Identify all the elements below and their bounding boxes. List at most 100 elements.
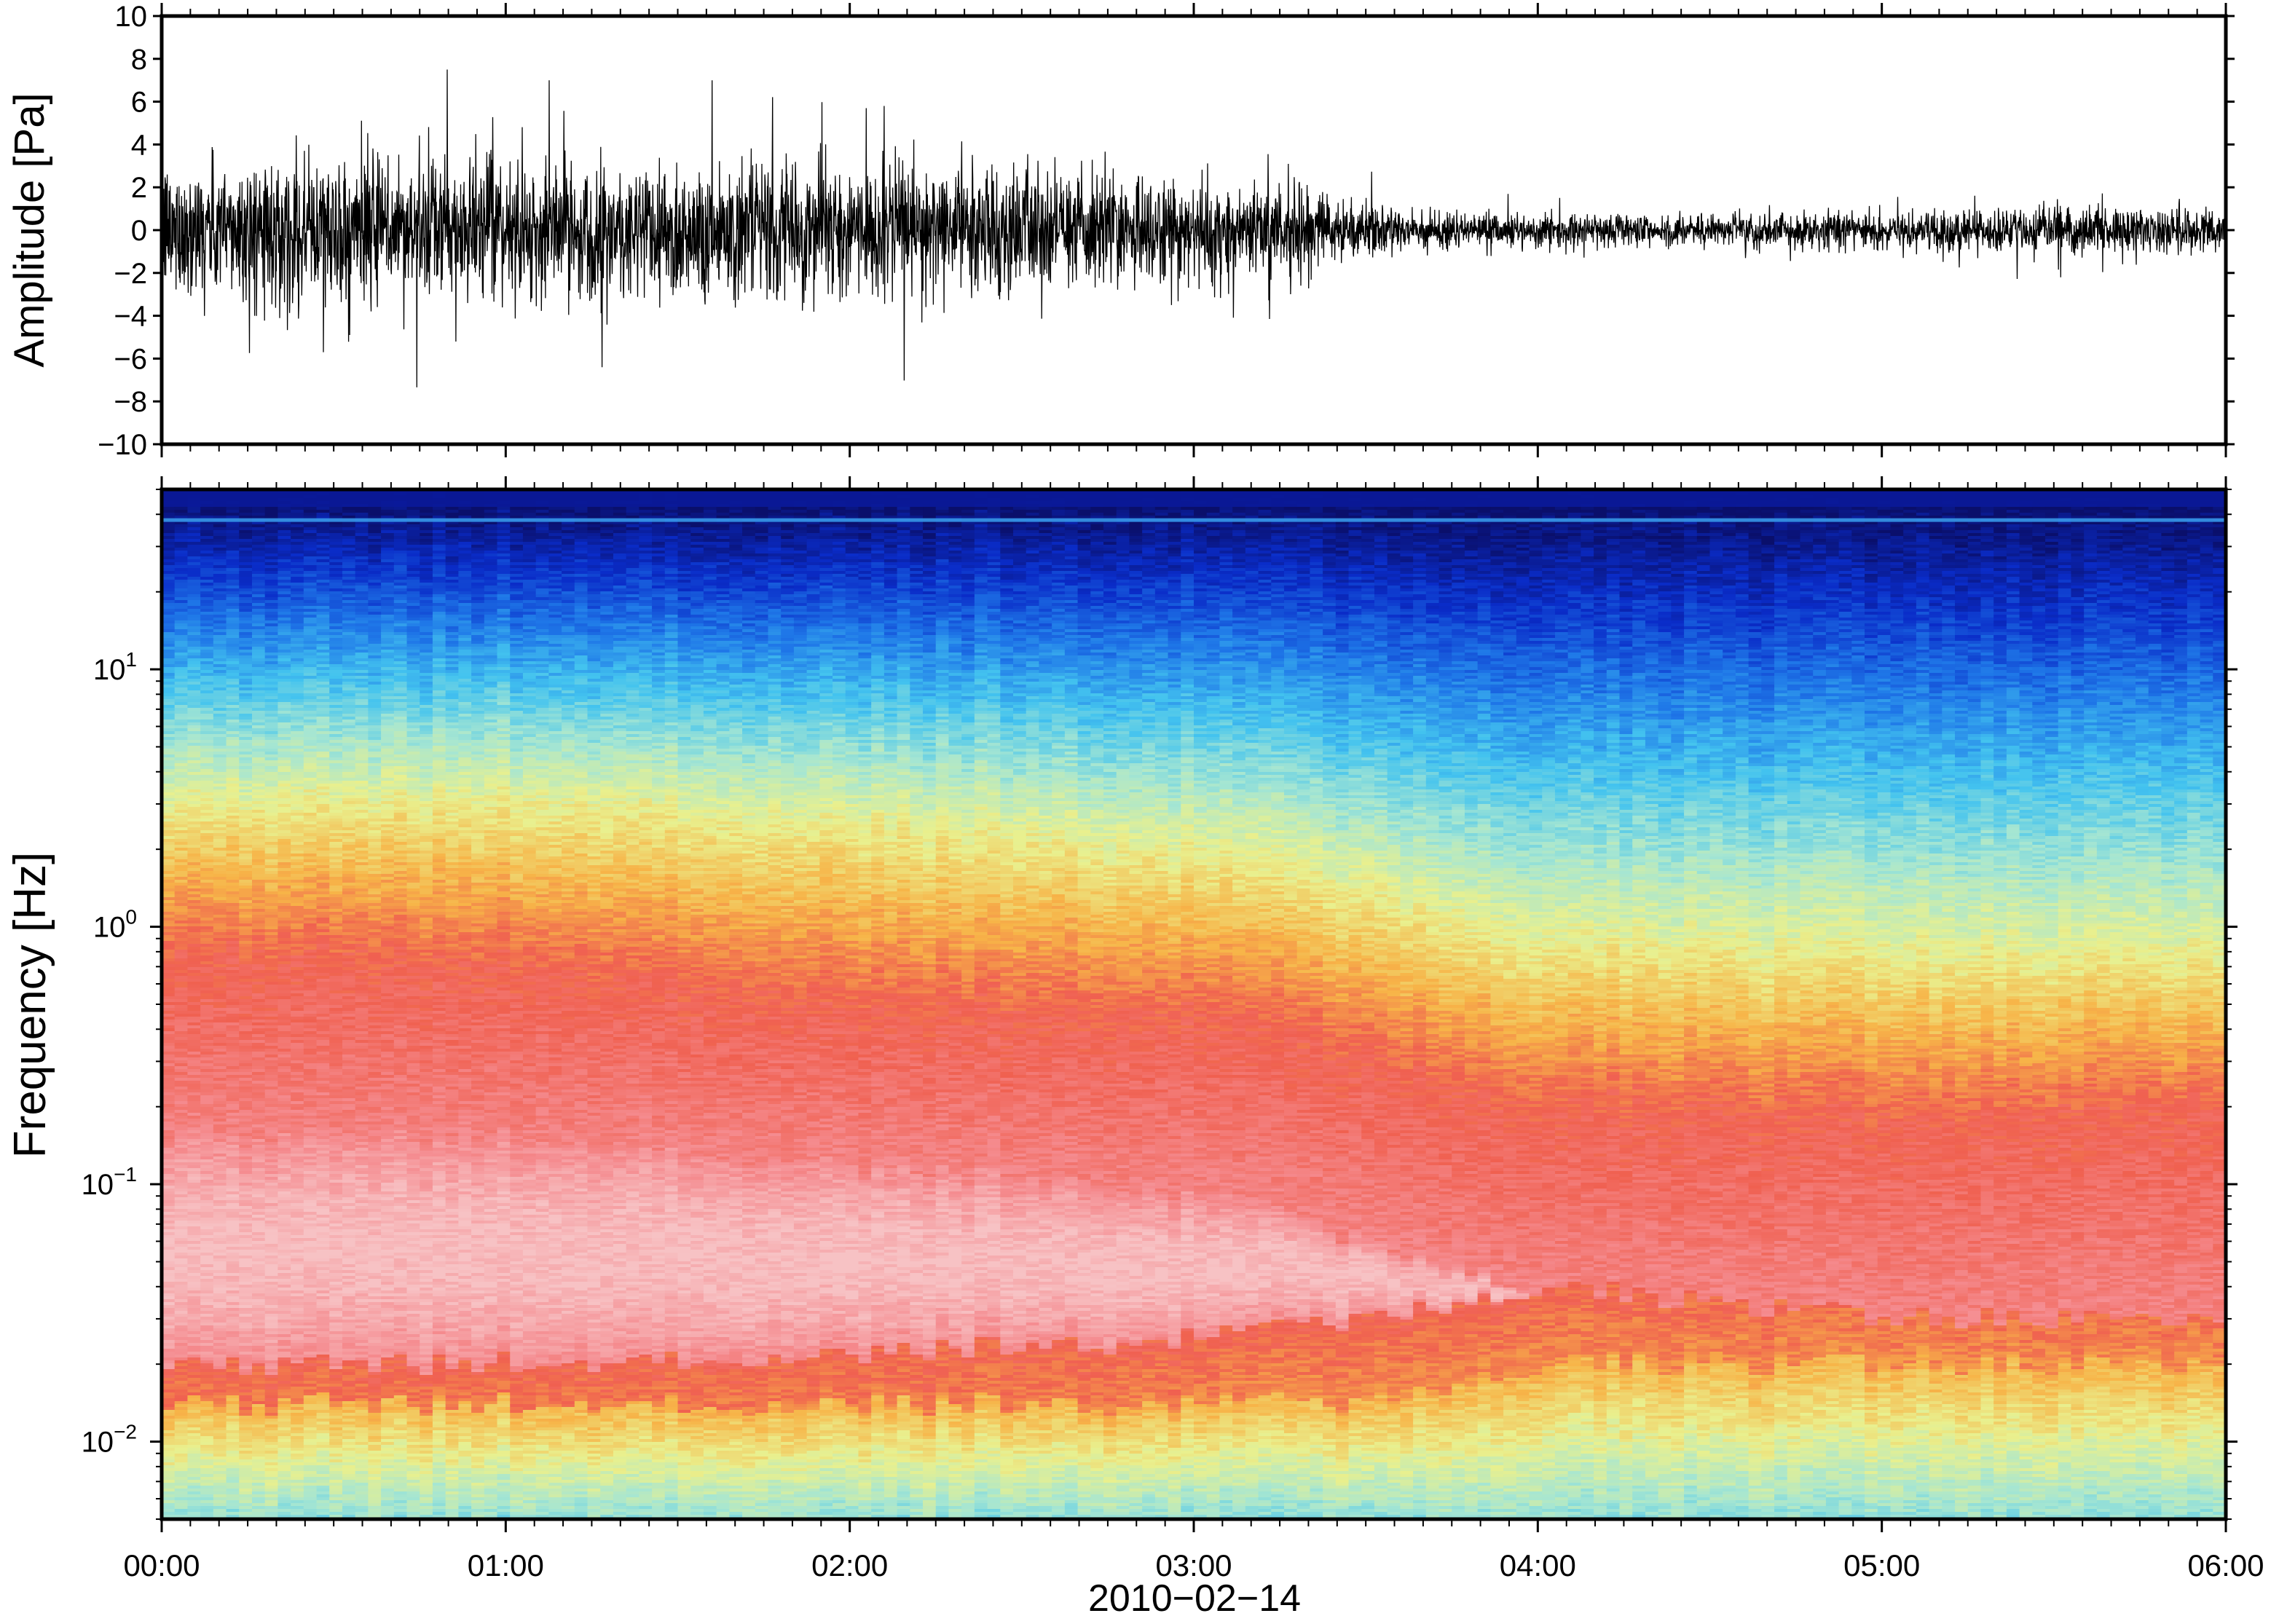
spectrogram-cell xyxy=(187,1477,200,1481)
spectrogram-cell xyxy=(162,1282,175,1285)
spectrogram-cell xyxy=(200,1113,213,1116)
spectrogram-cell xyxy=(162,661,175,665)
spectrogram-cell xyxy=(187,1471,200,1475)
spectrogram-cell xyxy=(227,521,240,525)
spectrogram-cell xyxy=(187,1148,200,1151)
spectrogram-cell xyxy=(162,894,175,898)
spectrogram-cell xyxy=(162,539,175,543)
spectrogram-cell xyxy=(187,1314,200,1317)
spectrogram-cell xyxy=(213,507,227,511)
spectrogram-cell xyxy=(227,539,240,543)
spectrogram-cell xyxy=(200,1072,213,1076)
spectrogram-cell xyxy=(175,868,188,872)
spectrogram-cell xyxy=(200,650,213,653)
spectrogram-cell xyxy=(162,845,175,848)
spectrogram-cell xyxy=(162,1398,175,1402)
spectrogram-cell xyxy=(227,757,240,761)
spectrogram-cell xyxy=(187,658,200,662)
spectrogram-cell xyxy=(200,1398,213,1402)
spectrogram-cell xyxy=(187,1384,200,1387)
spectrogram-cell xyxy=(213,658,227,662)
spectrogram-cell xyxy=(200,1031,213,1035)
spectrogram-cell xyxy=(227,932,240,936)
spectrogram-cell xyxy=(162,1483,175,1486)
spectrogram-cell xyxy=(162,1445,175,1448)
spectrogram-cell xyxy=(162,1226,175,1230)
spectrogram-cell xyxy=(227,711,240,714)
spectrogram-cell xyxy=(175,1331,188,1335)
spectrogram-cell xyxy=(213,1258,227,1262)
spectrogram-cell xyxy=(175,717,188,720)
spectrogram-cell xyxy=(187,778,200,781)
spectrogram-cell xyxy=(200,632,213,636)
spectrogram-cell xyxy=(162,842,175,845)
spectrogram-cell xyxy=(175,728,188,732)
spectrogram-cell xyxy=(227,571,240,575)
spectrogram-cell xyxy=(175,787,188,790)
spectrogram-cell xyxy=(200,641,213,645)
spectrogram-cell xyxy=(213,562,227,566)
spectrogram-cell xyxy=(200,1043,213,1046)
spectrogram-cell xyxy=(162,798,175,802)
spectrogram-cell xyxy=(227,545,240,548)
spectrogram-cell xyxy=(162,1174,175,1178)
spectrogram-cell xyxy=(162,1247,175,1250)
spectrogram-cell xyxy=(187,1395,200,1399)
spectrogram-cell xyxy=(213,1122,227,1125)
spectrogram-cell xyxy=(175,1171,188,1175)
spectrogram-cell xyxy=(162,877,175,880)
spectrogram-cell xyxy=(187,1020,200,1023)
spectrogram-cell xyxy=(175,1325,188,1329)
spectrogram-cell xyxy=(200,935,213,939)
spectrogram-cell xyxy=(187,539,200,543)
amplitude-tick-label: −2 xyxy=(114,258,147,290)
spectrogram-cell xyxy=(213,769,227,773)
spectrogram-cell xyxy=(213,1375,227,1379)
spectrogram-cell xyxy=(162,1206,175,1210)
spectrogram-cell xyxy=(162,725,175,729)
spectrogram-cell xyxy=(213,1171,227,1175)
spectrogram-cell xyxy=(200,1034,213,1038)
spectrogram-cell xyxy=(213,970,227,974)
spectrogram-cell xyxy=(187,714,200,717)
spectrogram-cell xyxy=(175,1491,188,1495)
spectrogram-cell xyxy=(175,1174,188,1178)
spectrogram-cell xyxy=(213,1092,227,1096)
spectrogram-cell xyxy=(213,638,227,642)
spectrogram-cell xyxy=(200,1314,213,1317)
spectrogram-cell xyxy=(175,682,188,685)
spectrogram-cell xyxy=(200,1442,213,1446)
spectrogram-cell xyxy=(162,1145,175,1148)
spectrogram-cell xyxy=(162,594,175,598)
spectrogram-cell xyxy=(200,565,213,569)
spectrogram-cell xyxy=(162,950,175,953)
spectrogram-cell xyxy=(162,1439,175,1443)
spectrogram-cell xyxy=(187,1302,200,1306)
spectrogram-cell xyxy=(162,620,175,624)
spectrogram-cell xyxy=(175,938,188,942)
spectrogram-cell xyxy=(200,1104,213,1108)
spectrogram-cell xyxy=(213,1506,227,1510)
spectrogram-cell xyxy=(227,801,240,805)
spectrogram-cell xyxy=(213,1057,227,1061)
spectrogram-cell xyxy=(175,1092,188,1096)
spectrogram-cell xyxy=(175,548,188,551)
spectrogram-cell xyxy=(200,1014,213,1017)
spectrogram-cell xyxy=(175,524,188,528)
spectrogram-cell xyxy=(175,1215,188,1218)
spectrogram-cell xyxy=(200,938,213,942)
spectrogram-cell xyxy=(187,1087,200,1090)
spectrogram-cell xyxy=(187,1159,200,1163)
spectrogram-cell xyxy=(227,781,240,784)
spectrogram-cell xyxy=(227,923,240,927)
spectrogram-cell xyxy=(187,1124,200,1128)
spectrogram-cell xyxy=(187,1512,200,1515)
spectrogram-cell xyxy=(162,682,175,685)
spectrogram-cell xyxy=(175,1328,188,1332)
waveform-panel: −10−8−6−4−20246810 Amplitude [Pa] xyxy=(6,1,2235,461)
spectrogram-cell xyxy=(200,1212,213,1215)
spectrogram-cell xyxy=(200,1174,213,1178)
spectrogram-cell xyxy=(187,1331,200,1335)
spectrogram-cell xyxy=(175,594,188,598)
spectrogram-cell xyxy=(175,979,188,982)
